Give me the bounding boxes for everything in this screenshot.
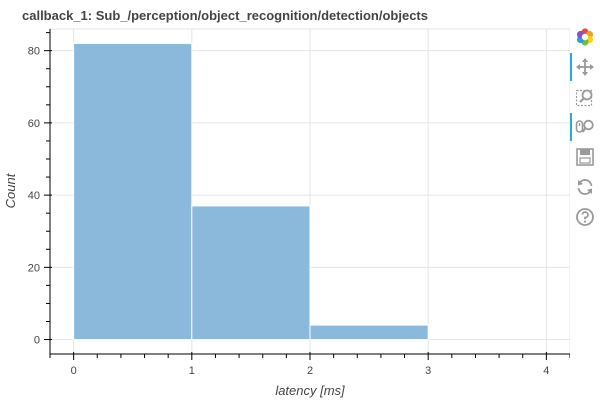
x-tick-label: 4 — [543, 365, 549, 377]
wheel-zoom-tool-button[interactable] — [570, 112, 600, 142]
wheel-zoom-icon — [575, 119, 594, 133]
save-tool-button[interactable] — [570, 142, 600, 172]
box-zoom-tool-button[interactable] — [570, 82, 600, 112]
toolbar — [570, 22, 600, 232]
x-tick-label: 3 — [425, 365, 431, 377]
chart-title: callback_1: Sub_/perception/object_recog… — [22, 8, 428, 23]
reset-tool-button[interactable] — [570, 172, 600, 202]
y-tick-label: 0 — [34, 335, 40, 347]
x-tick-label: 2 — [307, 365, 313, 377]
histogram-chart: callback_1: Sub_/perception/object_recog… — [3, 8, 570, 398]
y-tick-label: 20 — [28, 262, 40, 274]
x-axis-label: latency [ms] — [275, 383, 345, 398]
y-tick-label: 80 — [28, 46, 40, 58]
x-tick-label: 1 — [189, 365, 195, 377]
x-tick-label: 0 — [71, 365, 77, 377]
y-tick-label: 60 — [28, 118, 40, 130]
y-tick-label: 40 — [28, 190, 40, 202]
reset-icon — [577, 179, 593, 195]
bokeh-logo-icon — [576, 28, 594, 46]
help-tool-button[interactable] — [570, 202, 600, 232]
box-zoom-icon — [575, 89, 593, 107]
bars — [73, 42, 429, 341]
histogram-bar — [73, 42, 193, 341]
y-axis-label: Count — [3, 172, 18, 208]
save-icon — [576, 148, 594, 166]
bokeh-logo[interactable] — [570, 22, 600, 52]
histogram-bar — [191, 205, 311, 341]
histogram-bar — [309, 324, 429, 341]
help-icon — [576, 208, 594, 226]
pan-icon — [576, 58, 594, 76]
pan-tool-button[interactable] — [570, 52, 600, 82]
